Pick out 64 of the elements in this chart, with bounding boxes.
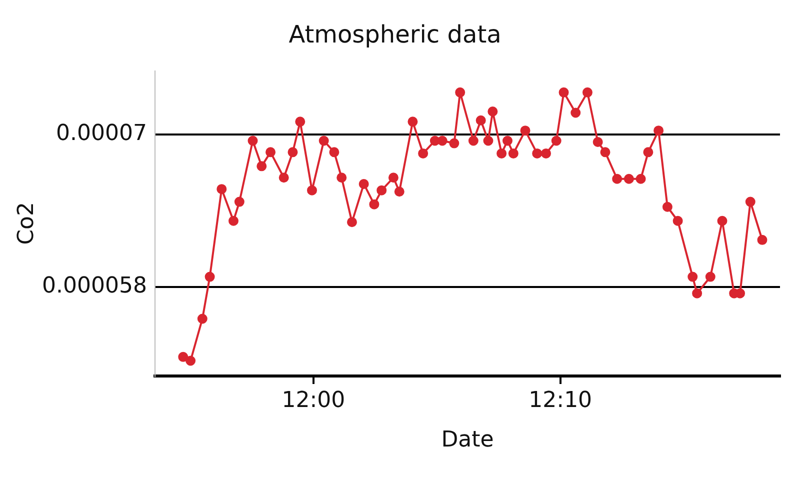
point	[520, 126, 530, 136]
point	[248, 136, 258, 146]
point	[532, 148, 542, 158]
point	[496, 148, 507, 158]
point	[376, 185, 387, 196]
point	[508, 148, 518, 158]
point	[318, 136, 329, 146]
chart-title: Atmospheric data	[288, 20, 502, 49]
point	[624, 174, 634, 184]
point	[570, 108, 581, 118]
x-tick-label: 12:10	[528, 388, 592, 413]
point	[394, 186, 404, 197]
point	[468, 136, 478, 146]
point	[295, 116, 306, 127]
point	[540, 148, 551, 158]
point	[336, 172, 347, 183]
point	[408, 116, 418, 127]
point	[558, 87, 569, 98]
point	[592, 137, 603, 148]
point	[216, 184, 227, 194]
point	[288, 147, 298, 158]
point	[418, 148, 428, 158]
point	[278, 172, 289, 183]
point	[437, 136, 448, 146]
point	[600, 147, 610, 158]
x-axis-title: Date	[441, 428, 494, 453]
point	[455, 87, 466, 98]
point	[582, 87, 592, 98]
point	[717, 216, 728, 226]
x-tick-label: 12:00	[282, 388, 346, 413]
point	[178, 352, 188, 362]
point	[358, 178, 369, 189]
point	[256, 161, 267, 172]
point	[636, 174, 646, 184]
point	[688, 272, 698, 282]
point	[197, 314, 208, 324]
point	[266, 147, 276, 158]
point	[662, 202, 672, 212]
point	[329, 147, 340, 158]
point	[204, 272, 215, 282]
point	[643, 147, 654, 158]
point	[672, 216, 683, 226]
y-axis-title: Co2	[14, 202, 39, 245]
point	[551, 136, 562, 146]
point	[745, 196, 756, 207]
point	[346, 217, 357, 228]
point	[692, 288, 702, 298]
point	[483, 136, 494, 146]
point	[388, 172, 398, 183]
point	[306, 185, 317, 196]
point	[449, 138, 460, 148]
point	[705, 272, 716, 282]
point	[488, 106, 498, 116]
point	[476, 115, 486, 126]
y-tick-label: 0.00007	[56, 121, 147, 146]
point	[369, 199, 380, 210]
point	[186, 356, 196, 366]
point	[654, 126, 664, 136]
point	[757, 234, 768, 245]
point	[228, 216, 238, 226]
point	[612, 174, 622, 184]
point	[502, 136, 512, 146]
point	[234, 196, 244, 207]
y-tick-label: 0.000058	[42, 274, 147, 299]
